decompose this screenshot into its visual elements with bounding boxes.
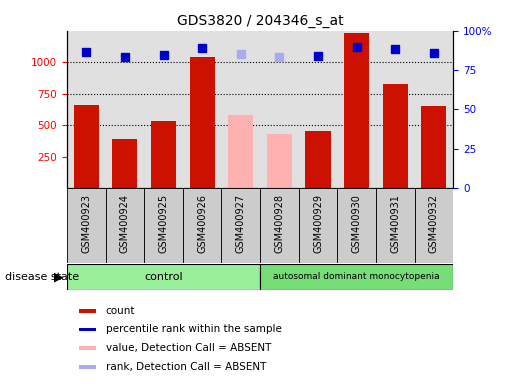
Bar (144, 188, 183, 263)
Text: GSM400926: GSM400926 (197, 194, 207, 253)
Text: count: count (106, 306, 135, 316)
Bar (78, 365, 96, 369)
Bar (415, 31, 453, 188)
Bar (67, 188, 106, 263)
Bar (383, 84, 408, 188)
Text: GSM400925: GSM400925 (159, 194, 168, 253)
Bar (183, 31, 221, 188)
Text: GSM400929: GSM400929 (313, 194, 323, 253)
Title: GDS3820 / 204346_s_at: GDS3820 / 204346_s_at (177, 14, 344, 28)
Text: GSM400927: GSM400927 (236, 194, 246, 253)
Bar (337, 188, 376, 263)
Bar (376, 31, 415, 188)
Bar (67, 264, 260, 290)
Bar (74, 105, 99, 188)
Bar (106, 31, 144, 188)
Bar (106, 188, 144, 263)
Bar (299, 188, 337, 263)
Bar (260, 31, 299, 188)
Text: GSM400924: GSM400924 (120, 194, 130, 253)
Text: GSM400931: GSM400931 (390, 194, 400, 253)
Bar (144, 31, 183, 188)
Bar (67, 31, 106, 188)
Text: GSM400932: GSM400932 (429, 194, 439, 253)
Text: GSM400930: GSM400930 (352, 194, 362, 253)
Bar (415, 188, 453, 263)
Text: GSM400923: GSM400923 (81, 194, 91, 253)
Bar (78, 346, 96, 350)
Bar (260, 264, 453, 290)
Bar (344, 33, 369, 188)
Bar (78, 328, 96, 331)
Bar (78, 309, 96, 313)
Bar (112, 139, 138, 188)
Bar (221, 31, 260, 188)
Bar (337, 31, 376, 188)
Bar (151, 121, 176, 188)
Bar (183, 188, 221, 263)
Bar (190, 57, 215, 188)
Text: control: control (144, 272, 183, 282)
Text: GSM400928: GSM400928 (274, 194, 284, 253)
Bar (267, 134, 292, 188)
Bar (421, 106, 447, 188)
Bar (376, 188, 415, 263)
Text: ▶: ▶ (55, 271, 64, 284)
Text: disease state: disease state (5, 272, 79, 282)
Text: percentile rank within the sample: percentile rank within the sample (106, 324, 282, 334)
Bar (305, 131, 331, 188)
Bar (260, 188, 299, 263)
Text: autosomal dominant monocytopenia: autosomal dominant monocytopenia (273, 272, 440, 281)
Text: rank, Detection Call = ABSENT: rank, Detection Call = ABSENT (106, 362, 266, 372)
Text: value, Detection Call = ABSENT: value, Detection Call = ABSENT (106, 343, 271, 353)
Bar (228, 115, 253, 188)
Bar (221, 188, 260, 263)
Bar (299, 31, 337, 188)
